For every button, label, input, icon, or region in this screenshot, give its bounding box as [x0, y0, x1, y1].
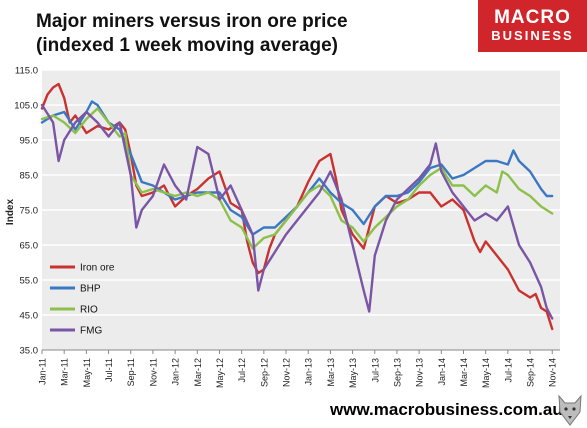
- gridlines: [42, 69, 560, 316]
- chart-title: Major miners versus iron ore price (inde…: [36, 11, 348, 56]
- y-tick-label: 95.0: [20, 136, 39, 147]
- x-tick-label: Nov-12: [282, 358, 292, 387]
- series-line-rio: [40, 107, 554, 250]
- y-tick-label: 105.0: [14, 101, 38, 112]
- x-tick-label: Jan-13: [304, 358, 314, 386]
- series-line-fmg: [40, 103, 554, 320]
- x-tick-label: Jan-12: [171, 358, 181, 386]
- y-tick-label: 45.0: [20, 311, 39, 322]
- x-tick-label: Sep-13: [392, 358, 402, 387]
- x-tick-label: Mar-14: [459, 358, 469, 387]
- y-axis: 35.0 45.0 55.0 65.0 75.0 85.0 95.0 105.0 115.0: [14, 66, 38, 357]
- x-tick-label: Jan-11: [38, 358, 48, 385]
- x-tick-label: Sep-12: [259, 358, 269, 387]
- x-tick-label: May-11: [82, 358, 92, 387]
- x-tick-label: Sep-14: [526, 358, 536, 387]
- y-tick-label: 75.0: [20, 206, 39, 217]
- y-tick-label: 65.0: [20, 241, 39, 252]
- logo-line-2: BUSINESS: [491, 28, 574, 43]
- x-tick-label: Jul-13: [370, 358, 380, 383]
- legend: Iron ore BHP RIO FMG: [50, 263, 115, 337]
- x-tick-label: Mar-11: [60, 358, 70, 386]
- x-tick-label: Nov-11: [148, 358, 158, 386]
- x-tick-label: Mar-12: [193, 358, 203, 387]
- y-tick-label: 85.0: [20, 171, 39, 182]
- y-axis-label: Index: [5, 199, 16, 226]
- x-tick-label: Jan-14: [437, 358, 447, 386]
- x-tick-label: May-12: [215, 358, 225, 388]
- x-axis: Jan-11 Mar-11 May-11 Jul-11 Sep-11 Nov-11 Jan-…: [38, 349, 560, 388]
- logo-line-1: MACRO: [494, 7, 571, 28]
- x-tick-label: May-13: [348, 358, 358, 388]
- x-tick-label: Jul-12: [237, 358, 247, 383]
- x-tick-label: Jul-14: [503, 358, 513, 383]
- x-tick-label: Sep-11: [126, 358, 136, 386]
- y-tick-label: 55.0: [20, 276, 39, 287]
- wolf-mascot-icon: [558, 394, 582, 426]
- x-tick-label: Jul-11: [104, 358, 114, 382]
- legend-label: FMG: [80, 326, 102, 337]
- x-tick-label: Mar-13: [326, 358, 336, 387]
- y-tick-label: 35.0: [20, 346, 39, 357]
- series-lines: [40, 82, 554, 331]
- y-tick-label: 115.0: [15, 66, 38, 77]
- x-tick-label: May-14: [481, 358, 491, 388]
- macrobusiness-logo: MACRO BUSINESS: [478, 0, 587, 52]
- website-url: www.macrobusiness.com.au: [330, 400, 563, 419]
- line-chart: 35.0 45.0 55.0 65.0 75.0 85.0 95.0 105.0 115.0 J…: [5, 66, 560, 388]
- x-tick-label: Nov-13: [415, 358, 425, 387]
- legend-label: RIO: [80, 305, 98, 316]
- x-tick-label: Nov-14: [548, 358, 558, 387]
- legend-label: Iron ore: [80, 263, 115, 274]
- legend-label: BHP: [80, 284, 101, 295]
